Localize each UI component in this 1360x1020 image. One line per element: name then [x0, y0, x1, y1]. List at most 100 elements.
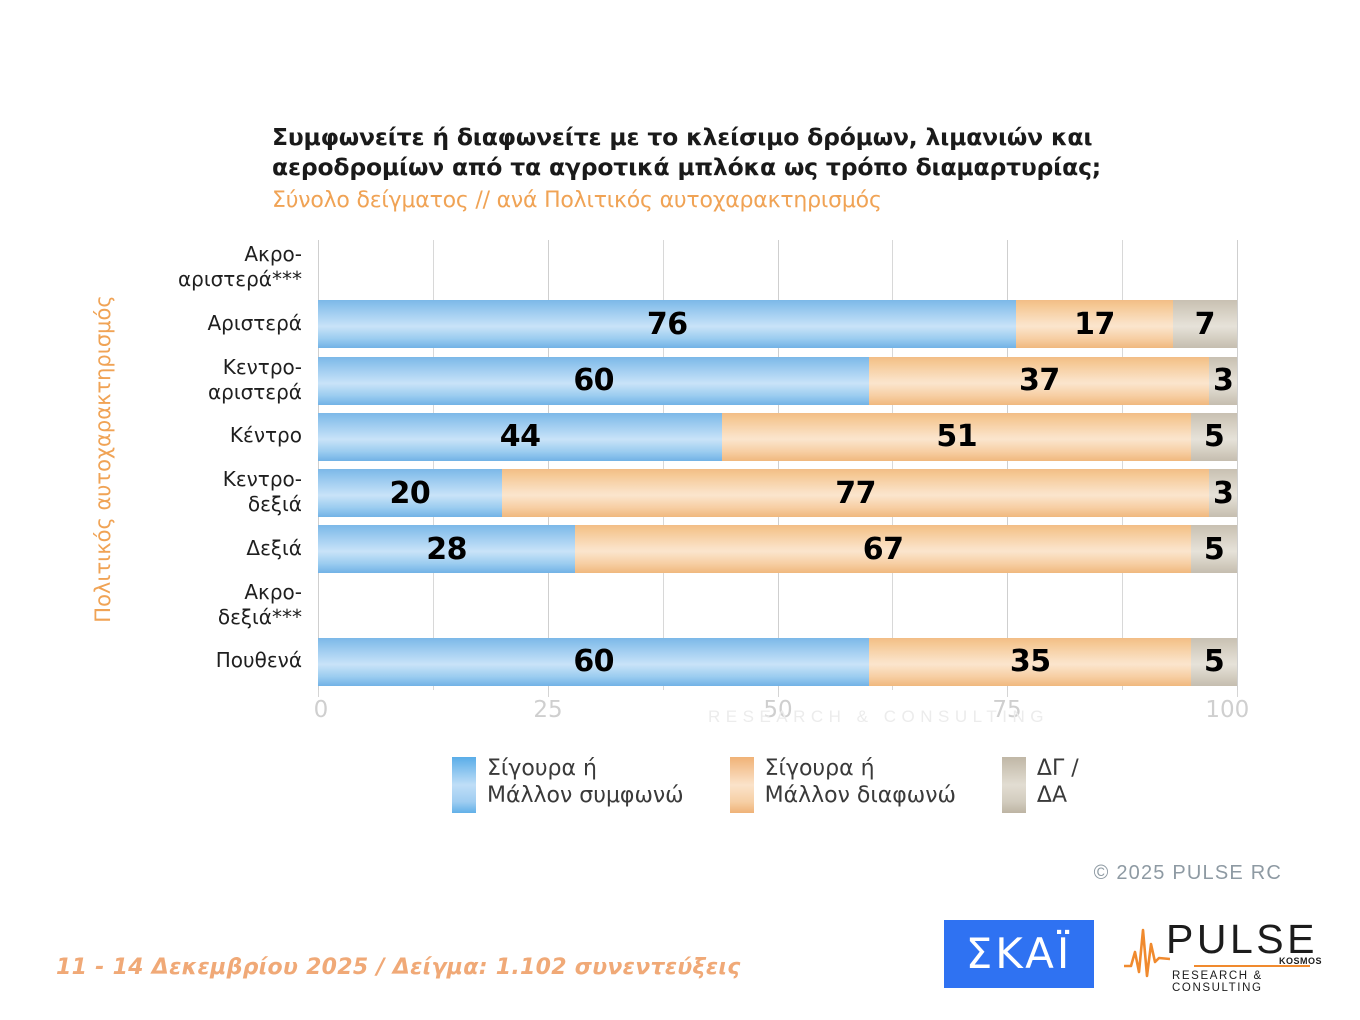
bar-segment-agree: 28	[318, 525, 576, 574]
category-label-4: Κεντρο-δεξιά	[82, 467, 302, 517]
category-label-line1: Αριστερά	[207, 310, 302, 335]
x-tick-label-75: 75	[992, 697, 1022, 723]
gridline-87.5	[1122, 240, 1123, 690]
x-tick-25	[548, 690, 549, 697]
bar-value-label: 7	[1194, 306, 1216, 342]
x-tick-label-100: 100	[1205, 697, 1250, 723]
gridline-50	[778, 240, 779, 690]
x-tick-label-50: 50	[763, 697, 793, 723]
bar-value-label: 3	[1213, 363, 1234, 399]
bar-row: 60 35 5	[318, 637, 1237, 686]
bar-value-label: 35	[1009, 644, 1051, 680]
category-label-3: Κέντρο	[82, 423, 302, 448]
gridline-12.5	[433, 240, 434, 690]
bar-row: 44 51 5	[318, 412, 1237, 461]
bar-value-label: 44	[499, 419, 541, 455]
bar-value-label: 60	[573, 363, 615, 399]
bar-value-label: 5	[1203, 531, 1225, 567]
category-label-line1: Κέντρο	[229, 423, 302, 448]
category-label-line2: δεξιά***	[217, 604, 302, 629]
legend-label-2: ΔΓ / ΔΑ	[1037, 755, 1079, 809]
bar-segment-disagree: 37	[869, 356, 1210, 405]
skai-logo-text: ΣKAΪ	[965, 929, 1073, 978]
bar-value-label: 20	[389, 475, 431, 511]
bar-segment-agree: 20	[318, 469, 502, 518]
pulse-logo-kosmos: KOSMOS	[1278, 956, 1322, 966]
bar-segment-disagree: 67	[575, 525, 1192, 574]
legend-label-line1: Σίγουρα ή	[764, 756, 875, 781]
legend-item-1[interactable]: Σίγουρα ή Μάλλον διαφωνώ	[729, 755, 956, 813]
category-label-line1: Κεντρο-	[222, 354, 302, 379]
chart-title-line-2: αεροδρομίων από τα αγροτικά μπλόκα ως τρ…	[272, 153, 1102, 181]
x-tick-75	[1007, 690, 1008, 697]
title-block: Συμφωνείτε ή διαφωνείτε με το κλείσιμο δ…	[272, 122, 1172, 216]
legend-label-1: Σίγουρα ή Μάλλον διαφωνώ	[765, 755, 956, 809]
category-label-line2: δεξιά	[247, 492, 302, 517]
gridline-0	[318, 240, 319, 690]
bar-segment-dk: 3	[1209, 469, 1237, 518]
legend-item-2[interactable]: ΔΓ / ΔΑ	[1001, 755, 1079, 813]
bar-value-label: 67	[862, 531, 904, 567]
fieldwork-note: 11 - 14 Δεκεμβρίου 2025 / Δείγμα: 1.102 …	[56, 955, 741, 980]
legend-label-line2: Μάλλον συμφωνώ	[487, 783, 684, 808]
legend-label-line2: Μάλλον διαφωνώ	[764, 783, 956, 808]
bar-segment-agree: 76	[318, 300, 1017, 349]
legend-label-0: Σίγουρα ή Μάλλον συμφωνώ	[487, 755, 684, 809]
gridline-75	[1007, 240, 1008, 690]
bar-segment-disagree: 17	[1016, 300, 1173, 349]
category-label-7: Πουθενά	[82, 648, 302, 673]
skai-logo: ΣKAΪ	[944, 920, 1094, 988]
bar-segment-dk: 7	[1172, 300, 1237, 349]
copyright-text: © 2025 PULSE RC	[1093, 862, 1282, 884]
bar-value-label: 76	[646, 306, 688, 342]
pulse-waveform-icon	[1124, 928, 1170, 978]
bar-row: 28 67 5	[318, 525, 1237, 574]
category-label-line1: Ακρο-	[244, 242, 302, 267]
x-tick-100	[1237, 690, 1238, 697]
chart-title-line-1: Συμφωνείτε ή διαφωνείτε με το κλείσιμο δ…	[272, 123, 1093, 151]
x-tick-label-0: 0	[313, 697, 329, 723]
bar-row: 20 77 3	[318, 469, 1237, 518]
bar-value-label: 37	[1019, 363, 1060, 399]
bar-segment-disagree: 51	[722, 412, 1192, 461]
legend-swatch-1	[729, 757, 754, 813]
bar-value-label: 77	[835, 475, 876, 511]
pulse-logo: PULSE KOSMOS RESEARCH & CONSULTING	[1124, 916, 1324, 994]
bar-value-label: 17	[1074, 306, 1115, 342]
gridline-100	[1237, 240, 1238, 690]
chart-subtitle: Σύνολο δείγματος // ανά Πολιτικός αυτοχα…	[272, 188, 882, 213]
legend: Σίγουρα ή Μάλλον συμφωνώ Σίγουρα ή Μάλλον δ…	[452, 755, 1079, 813]
gridline-25	[548, 240, 549, 690]
legend-swatch-2	[1001, 757, 1026, 813]
category-label-line1: Ακρο-	[244, 579, 302, 604]
bar-value-label: 28	[426, 531, 468, 567]
legend-item-0[interactable]: Σίγουρα ή Μάλλον συμφωνώ	[452, 755, 684, 813]
category-label-5: Δεξιά	[82, 536, 302, 561]
category-label-line2: αριστερά	[207, 379, 302, 404]
category-label-line1: Πουθενά	[215, 648, 302, 673]
category-label-6: Ακρο-δεξιά***	[82, 580, 302, 630]
chart-plot-area: ∿ PULSE RESEARCH & CONSULTING 7617760373…	[318, 240, 1238, 726]
bar-row: 60 37 3	[318, 356, 1237, 405]
bar-segment-disagree: 35	[869, 637, 1192, 686]
category-label-2: Κεντρο-αριστερά	[82, 355, 302, 405]
bar-segment-agree: 60	[318, 637, 870, 686]
legend-swatch-0	[452, 757, 476, 813]
x-tick-0	[318, 690, 319, 697]
category-label-line2: αριστερά***	[177, 267, 302, 292]
x-tick-label-25: 25	[533, 697, 563, 723]
legend-label-line1: Σίγουρα ή	[487, 756, 597, 781]
bar-value-label: 5	[1203, 419, 1225, 455]
legend-label-line1: ΔΓ /	[1036, 756, 1079, 781]
pulse-logo-word: PULSE	[1166, 916, 1318, 962]
category-label-line1: Δεξιά	[246, 535, 302, 560]
legend-label-line2: ΔΑ	[1036, 783, 1068, 808]
bar-row: 76 17 7	[318, 300, 1237, 349]
bar-segment-dk: 3	[1209, 356, 1237, 405]
x-tick-50	[778, 690, 779, 697]
category-label-0: Ακρο-αριστερά***	[82, 242, 302, 292]
bar-segment-dk: 5	[1191, 412, 1237, 461]
bar-value-label: 60	[573, 644, 615, 680]
pulse-logo-subtitle: RESEARCH & CONSULTING	[1172, 970, 1263, 994]
pulse-logo-rule	[1194, 965, 1310, 967]
